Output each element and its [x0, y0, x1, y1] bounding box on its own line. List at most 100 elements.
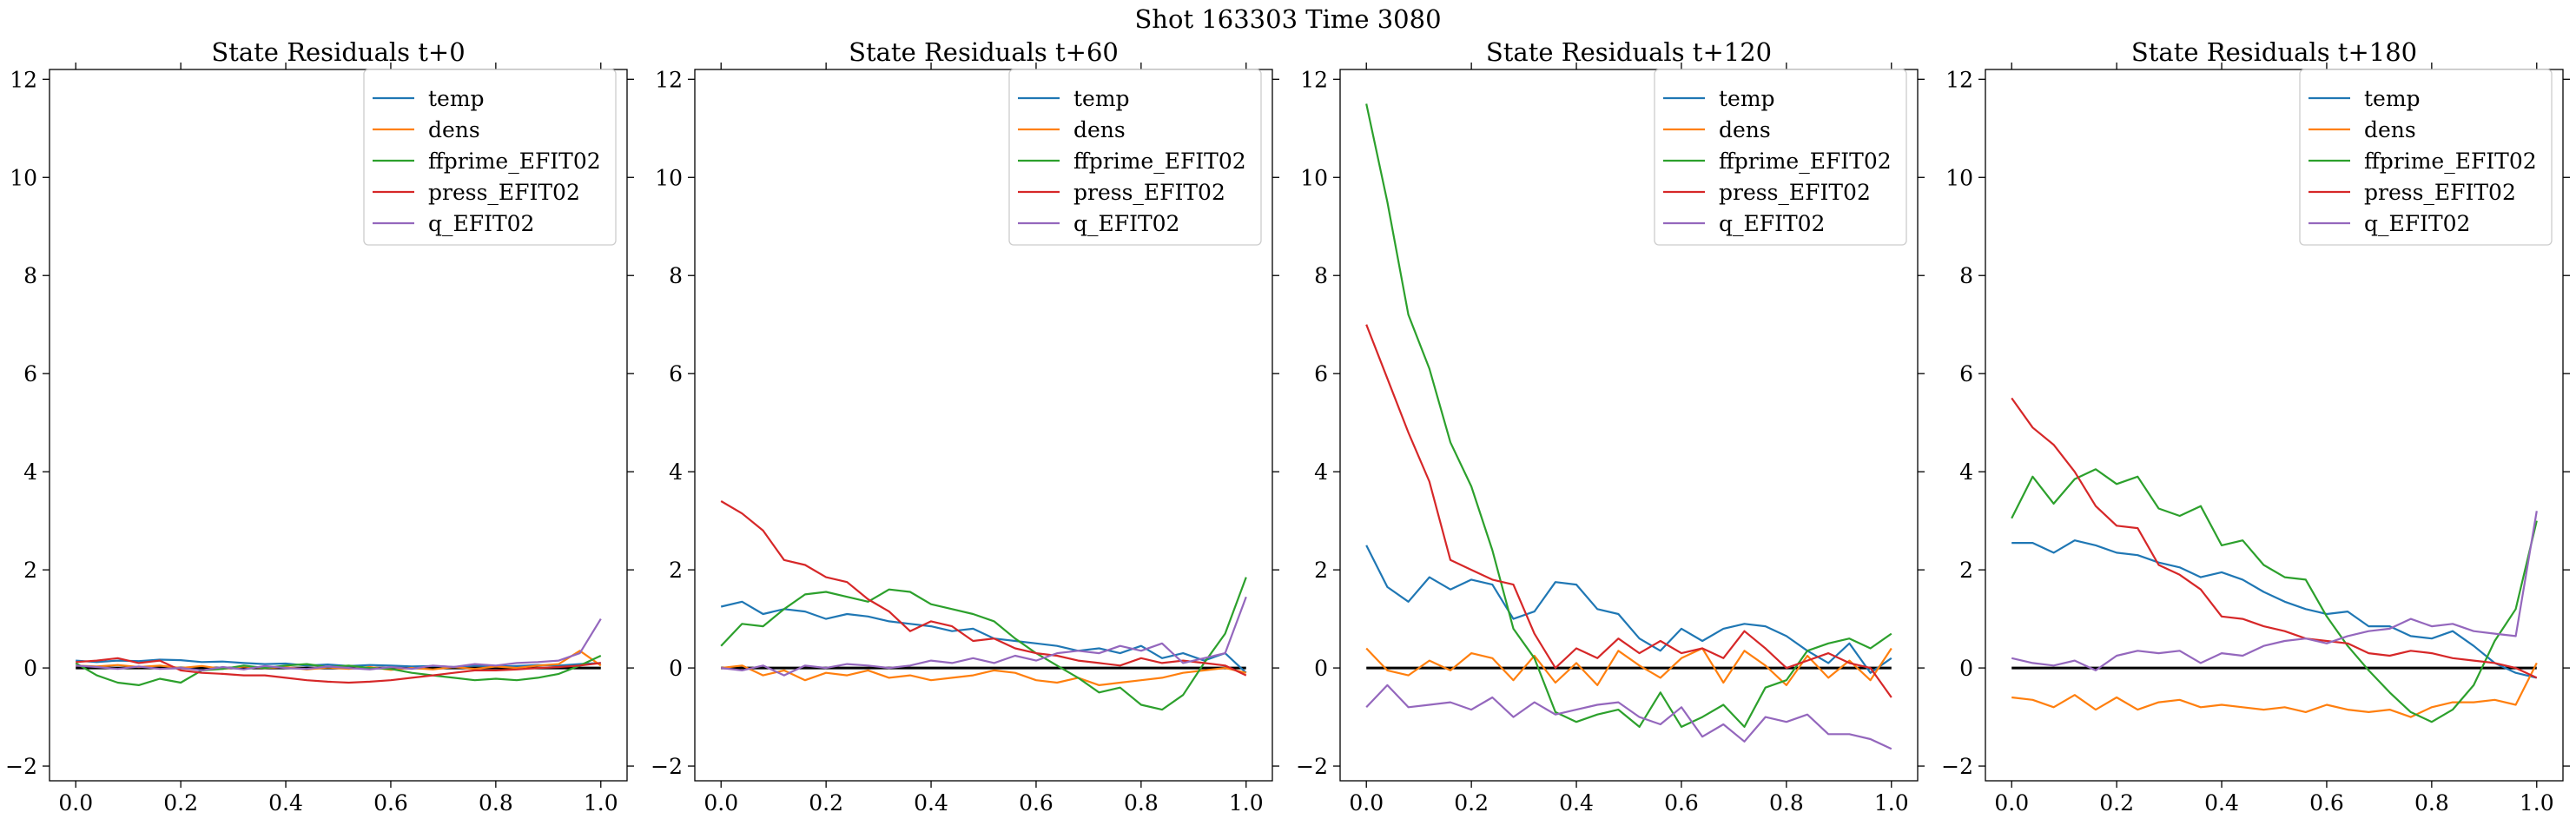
series-line-ffprime_EFIT02: [1365, 103, 1892, 729]
y-tick-label: 10: [10, 165, 37, 190]
series-line-press_EFIT02: [1365, 324, 1892, 698]
y-tick-label: 8: [1314, 263, 1328, 288]
chart-panel-3: State Residuals t+120 0.0 0.2 0.4 0.6 0.8 1.0 −…: [1296, 37, 1925, 816]
legend-label: temp: [1719, 86, 1775, 111]
axes-frame: [1985, 69, 2564, 782]
y-tick-label: 10: [1300, 165, 1328, 190]
x-tick-label: 1.0: [2520, 790, 2554, 816]
x-tick-label: 0.4: [1559, 790, 1594, 816]
y-tick-label: 10: [655, 165, 683, 190]
panel-title: State Residuals t+60: [849, 37, 1119, 67]
y-tick-label: 0: [669, 656, 683, 681]
y-tick-label: 2: [23, 558, 37, 583]
series-line-temp: [76, 658, 601, 669]
legend-label: temp: [2364, 86, 2421, 111]
x-tick-label: 0.0: [1349, 790, 1384, 816]
legend-label: q_EFIT02: [2364, 211, 2470, 236]
legend-label: dens: [2364, 117, 2416, 142]
legend-label: q_EFIT02: [1073, 211, 1179, 236]
legend: temp dens ffprime_EFIT02 press_EFIT02 q_EFIT…: [1654, 69, 1907, 246]
legend-label: q_EFIT02: [1719, 211, 1825, 236]
x-tick-label: 0.2: [1454, 790, 1489, 816]
series-line-press_EFIT02: [720, 500, 1247, 677]
panel-title: State Residuals t+0: [211, 37, 465, 67]
series-line-ffprime_EFIT02: [720, 577, 1247, 711]
series-line-q_EFIT02: [76, 618, 602, 672]
figure-suptitle: Shot 163303 Time 3080: [1134, 4, 1441, 34]
y-tick-label: −2: [651, 754, 683, 779]
legend-label: dens: [428, 117, 480, 142]
y-tick-label: 12: [1945, 67, 1973, 92]
x-tick-label: 0.4: [914, 790, 948, 816]
y-tick-label: 4: [1314, 459, 1328, 485]
y-tick-label: 0: [23, 656, 37, 681]
y-tick-label: 6: [1959, 361, 1973, 386]
chart-panel-2: State Residuals t+60 0.0 0.2 0.4 0.6 0.8 1.0 −2…: [651, 37, 1279, 816]
series-line-q_EFIT02: [1365, 684, 1892, 750]
legend: temp dens ffprime_EFIT02 press_EFIT02 q_EFIT…: [2299, 69, 2553, 246]
y-tick-label: 0: [1314, 656, 1328, 681]
y-tick-label: 8: [1959, 263, 1973, 288]
series-line-temp: [1365, 545, 1892, 674]
y-tick-label: 6: [1314, 361, 1328, 386]
y-tick-label: 2: [1959, 558, 1973, 583]
chart-panel-4: State Residuals t+180 0.0 0.2 0.4 0.6 0.8 1.0 −…: [1941, 37, 2570, 816]
legend-label: ffprime_EFIT02: [428, 149, 601, 174]
y-tick-label: 12: [10, 67, 37, 92]
x-tick-label: 0.6: [2309, 790, 2344, 816]
legend: temp dens ffprime_EFIT02 press_EFIT02 q_EFIT…: [363, 69, 617, 246]
panel-title: State Residuals t+120: [1486, 37, 1772, 67]
legend-box: [1008, 69, 1262, 246]
x-tick-label: 0.8: [1124, 790, 1159, 816]
y-tick-label: 4: [669, 459, 683, 485]
x-tick-label: 0.0: [58, 790, 93, 816]
y-tick-label: 4: [23, 459, 37, 485]
x-tick-label: 0.8: [1769, 790, 1804, 816]
legend-label: dens: [1719, 117, 1771, 142]
legend: temp dens ffprime_EFIT02 press_EFIT02 q_EFIT…: [1008, 69, 1262, 246]
y-tick-label: 10: [1945, 165, 1973, 190]
y-tick-label: 12: [1300, 67, 1328, 92]
x-tick-label: 0.8: [2414, 790, 2449, 816]
legend-label: press_EFIT02: [1719, 180, 1871, 205]
legend-label: dens: [1073, 117, 1126, 142]
y-tick-label: 4: [1959, 459, 1973, 485]
y-tick-label: 6: [23, 361, 37, 386]
series-line-dens: [1365, 647, 1892, 687]
x-tick-label: 0.2: [163, 790, 198, 816]
series-line-q_EFIT02: [2011, 511, 2538, 672]
legend-box: [363, 69, 617, 246]
x-tick-label: 0.6: [1664, 790, 1699, 816]
series-line-dens: [721, 664, 1247, 687]
x-tick-label: 1.0: [584, 790, 618, 816]
axes-frame: [694, 69, 1273, 782]
y-tick-label: 8: [23, 263, 37, 288]
y-tick-label: 8: [669, 263, 683, 288]
axes-frame: [1339, 69, 1919, 782]
y-tick-label: 2: [1314, 558, 1328, 583]
legend-label: ffprime_EFIT02: [2364, 149, 2537, 174]
x-tick-label: 0.0: [703, 790, 738, 816]
series-line-dens: [2011, 662, 2538, 718]
legend-label: press_EFIT02: [2364, 180, 2516, 205]
legend-label: ffprime_EFIT02: [1073, 149, 1246, 174]
y-tick-label: −2: [5, 754, 37, 779]
legend-label: q_EFIT02: [428, 211, 534, 236]
x-tick-label: 0.6: [1019, 790, 1054, 816]
y-tick-label: 6: [669, 361, 683, 386]
series-line-temp: [2011, 539, 2538, 679]
legend-label: temp: [1073, 86, 1130, 111]
series-line-q_EFIT02: [721, 596, 1247, 677]
series-line-temp: [720, 600, 1247, 674]
y-tick-label: 12: [655, 67, 683, 92]
legend-label: press_EFIT02: [1073, 180, 1225, 205]
y-tick-label: −2: [1296, 754, 1328, 779]
x-tick-label: 0.0: [1994, 790, 2029, 816]
x-tick-label: 0.4: [2204, 790, 2239, 816]
x-tick-label: 0.2: [2099, 790, 2134, 816]
axes-frame: [49, 69, 628, 782]
panel-title: State Residuals t+180: [2131, 37, 2417, 67]
legend-label: press_EFIT02: [428, 180, 580, 205]
legend-box: [1654, 69, 1907, 246]
